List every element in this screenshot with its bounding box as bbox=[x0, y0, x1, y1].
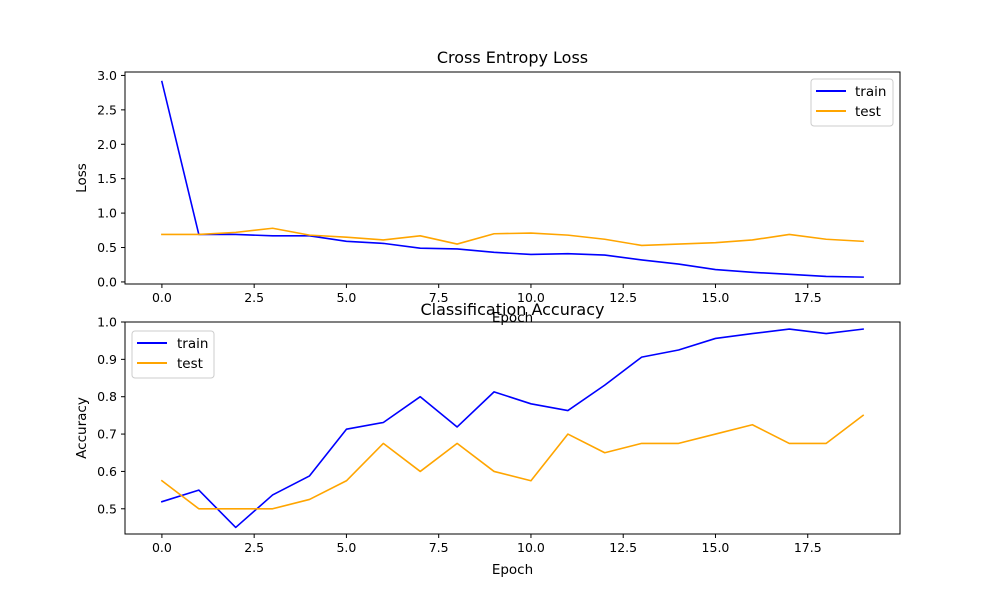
accuracy-y-tick-label: 0.6 bbox=[97, 464, 117, 479]
loss-x-tick-label: 2.5 bbox=[244, 290, 264, 305]
loss-y-tick-label: 3.0 bbox=[97, 68, 117, 83]
accuracy-x-tick-label: 0.0 bbox=[152, 540, 172, 555]
accuracy-legend-test-label: test bbox=[177, 356, 203, 372]
accuracy-chart: 0.0 2.5 5.0 7.5 10.0 12.5 15.0 17.5 0.5 0.6 0.7 0.8… bbox=[74, 300, 901, 578]
accuracy-legend: train test bbox=[131, 330, 215, 379]
loss-x-tick-label: 12.5 bbox=[609, 290, 637, 305]
loss-y-tick-label: 1.5 bbox=[97, 171, 117, 186]
loss-x-tick-label: 7.5 bbox=[429, 290, 449, 305]
loss-y-tick-label: 2.5 bbox=[97, 102, 117, 117]
accuracy-x-axis-label: Epoch bbox=[492, 562, 533, 578]
loss-y-tick-label: 0.0 bbox=[97, 274, 117, 289]
accuracy-x-tick-label: 15.0 bbox=[702, 540, 730, 555]
loss-y-tick-label: 1.0 bbox=[97, 206, 117, 221]
accuracy-axes-frame bbox=[124, 321, 901, 535]
accuracy-x-tick-label: 2.5 bbox=[244, 540, 264, 555]
accuracy-x-tick-label: 7.5 bbox=[429, 540, 449, 555]
loss-x-tick-label: 17.5 bbox=[794, 290, 822, 305]
accuracy-y-tick-label: 0.5 bbox=[97, 501, 117, 516]
loss-train-line bbox=[160, 80, 864, 278]
loss-x-tick-label: 5.0 bbox=[336, 290, 356, 305]
loss-chart-title: Cross Entropy Loss bbox=[437, 48, 588, 67]
loss-legend-test-label: test bbox=[855, 104, 881, 120]
accuracy-x-tick-label: 5.0 bbox=[336, 540, 356, 555]
loss-legend-train-label: train bbox=[855, 84, 886, 100]
loss-chart: Cross Entropy Loss 0.0 2.5 5.0 7.5 10.0 12.5 1… bbox=[74, 48, 901, 326]
accuracy-train-line bbox=[160, 328, 864, 529]
loss-legend: train test bbox=[810, 78, 894, 127]
accuracy-plot-area: 0.0 2.5 5.0 7.5 10.0 12.5 15.0 17.5 0.5 0.6 0.7 0.8… bbox=[97, 315, 865, 555]
loss-x-tick-label: 15.0 bbox=[702, 290, 730, 305]
loss-test-line bbox=[161, 227, 864, 247]
accuracy-x-tick-label: 10.0 bbox=[517, 540, 545, 555]
accuracy-y-tick-label: 1.0 bbox=[97, 315, 117, 330]
accuracy-x-tick-label: 17.5 bbox=[794, 540, 822, 555]
accuracy-test-line bbox=[160, 414, 865, 510]
accuracy-legend-train-label: train bbox=[177, 336, 208, 352]
loss-y-tick-label: 2.0 bbox=[97, 137, 117, 152]
loss-y-tick-label: 0.5 bbox=[97, 240, 117, 255]
loss-x-tick-label: 0.0 bbox=[152, 290, 172, 305]
accuracy-y-axis-label: Accuracy bbox=[74, 397, 90, 459]
accuracy-y-tick-label: 0.8 bbox=[97, 389, 117, 404]
loss-plot-area: 0.0 2.5 5.0 7.5 10.0 12.5 15.0 17.5 0.0 0.5 1.0 1.5… bbox=[97, 68, 864, 305]
accuracy-y-tick-label: 0.7 bbox=[97, 427, 117, 442]
loss-x-tick-label: 10.0 bbox=[517, 290, 545, 305]
accuracy-chart-title: Classification Accuracy bbox=[421, 300, 605, 319]
loss-axes-frame bbox=[124, 71, 901, 285]
accuracy-y-tick-label: 0.9 bbox=[97, 352, 117, 367]
loss-y-axis-label: Loss bbox=[74, 163, 90, 193]
accuracy-x-tick-label: 12.5 bbox=[609, 540, 637, 555]
